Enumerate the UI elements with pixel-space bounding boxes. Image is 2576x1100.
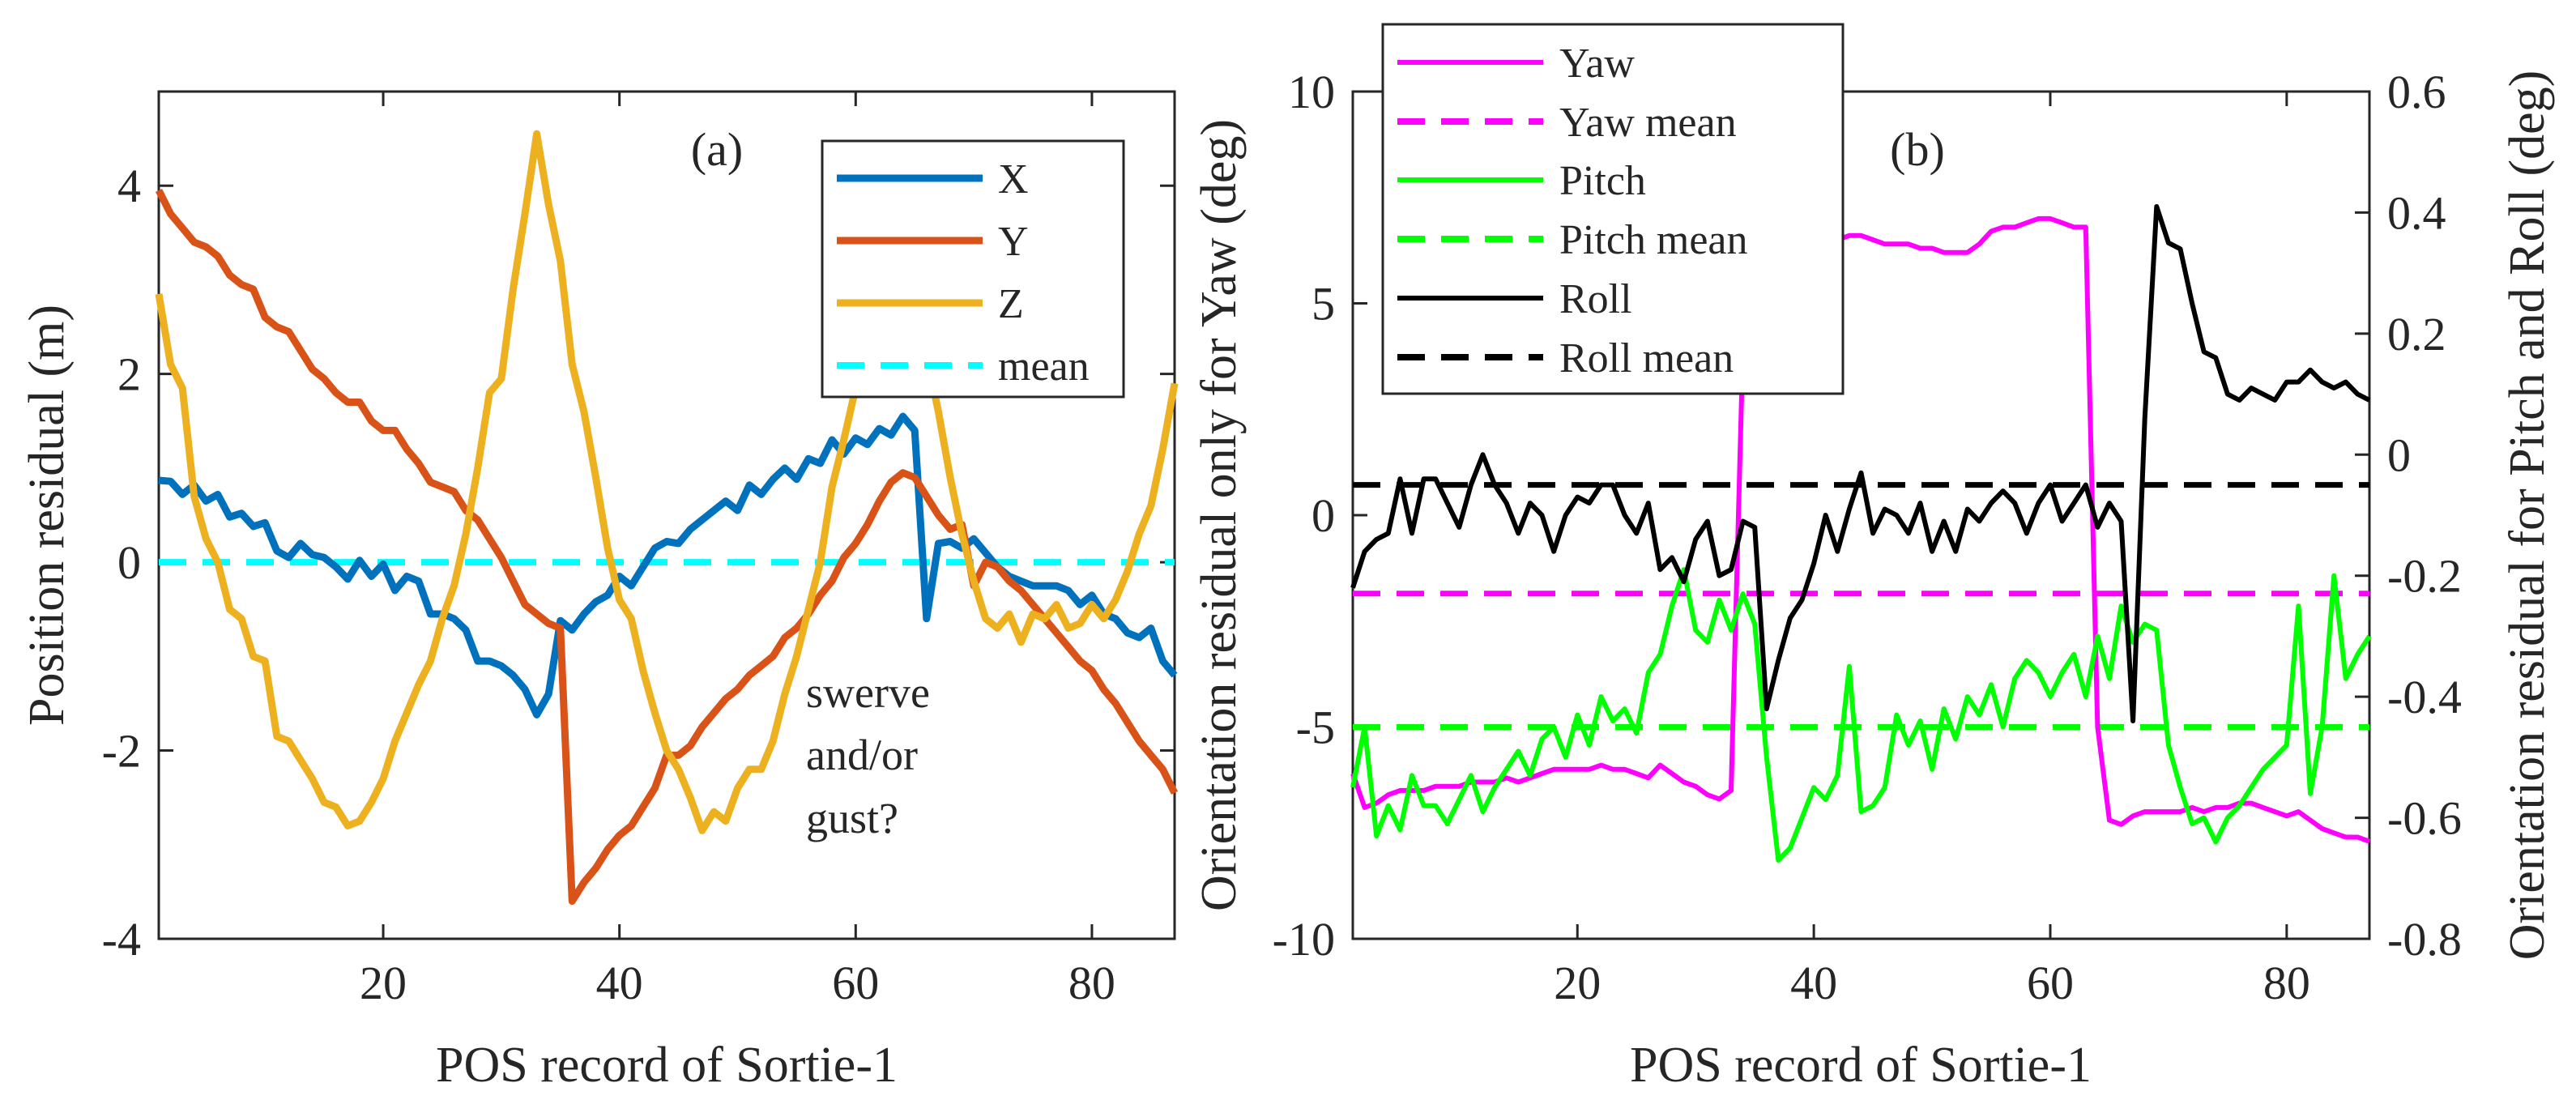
panel-b-right-y-tick-label: 0.2 (2387, 308, 2446, 360)
panel-b-right-y-tick-label: -0.4 (2387, 671, 2462, 723)
panel-a-y-tick-label: -2 (102, 725, 141, 778)
panel-a-x-tick-label: 40 (596, 957, 643, 1009)
panel-a-y-tick-label: 2 (117, 348, 141, 401)
panel-b-y-tick-label: 5 (1311, 278, 1335, 330)
panel-b-right-y-tick-label: -0.6 (2387, 792, 2462, 845)
panel-b-legend-label-roll: Roll (1559, 276, 1632, 322)
panel-b-x-tick-label: 40 (1790, 957, 1837, 1009)
panel-b-label: (b) (1890, 123, 1945, 176)
panel-b-x-tick-label: 20 (1554, 957, 1601, 1009)
panel-b-legend-box (1381, 23, 1845, 395)
panel-b-left-y-axis-label: Orientation residual only for Yaw (deg) (1192, 119, 1247, 911)
panel-a-label: (a) (691, 123, 743, 176)
panel-b-right-y-tick-label: -0.8 (2387, 913, 2462, 966)
panel-a-series-z (155, 130, 1179, 834)
panel-b-y-tick-label: 10 (1288, 66, 1335, 118)
panel-b-legend-label-yaw: Yaw (1559, 41, 1635, 87)
panel-b-orientation-residuals: 20 40 60 80 -10 -5 0 5 10 -0.8 -0.6 -0.4 -0.2 0 0.2 0.4… (1192, 23, 2555, 1093)
panel-b-x-tick-label: 60 (2027, 957, 2074, 1009)
panel-b-y-tick-label: -10 (1273, 913, 1335, 966)
panel-b-legend-label-pitch-mean: Pitch mean (1559, 217, 1748, 263)
panel-b-series (1350, 204, 2372, 863)
panel-b-y-tick-label: -5 (1296, 701, 1335, 754)
panel-a-x-tick-label: 80 (1068, 957, 1115, 1009)
panel-a-series (155, 130, 1179, 905)
panel-a-annotation-line-2: and/or (806, 731, 918, 779)
panel-b-series-yaw (1350, 215, 2371, 844)
panel-a-x-axis-label: POS record of Sortie-1 (436, 1038, 898, 1093)
panel-a-y-axis-label: Position residual (m) (19, 305, 75, 726)
panel-a-annotation-line-1: swerve (806, 668, 930, 717)
panel-a-legend-label-z: Z (998, 281, 1024, 327)
panel-b-y-tick-label: 0 (1311, 489, 1335, 542)
panel-a-y-tick-label: 4 (117, 160, 141, 212)
panel-b-legend: Yaw Yaw mean Pitch Pitch mean Roll Roll … (1381, 23, 1845, 395)
panel-b-right-y-tick-label: 0.6 (2387, 66, 2446, 118)
panel-a-annotation-line-3: gust? (806, 794, 898, 842)
panel-a-x-tick-label: 20 (360, 957, 407, 1009)
panel-a-x-tick-label: 60 (832, 957, 879, 1009)
panel-b-right-y-tick-label: 0 (2387, 428, 2411, 481)
panel-b-right-y-tick-label: 0.4 (2387, 186, 2446, 239)
panel-a-legend: X Y Z mean (821, 139, 1125, 399)
panel-b-legend-label-yaw-mean: Yaw mean (1559, 100, 1737, 146)
panel-a-legend-label-x: X (998, 156, 1029, 203)
panel-b-ticks: 20 40 60 80 -10 -5 0 5 10 -0.8 -0.6 -0.4 -0.2 0 0.2 0.4… (1273, 66, 2462, 1009)
panel-a-y-tick-label: -4 (102, 913, 141, 966)
panel-a-legend-box (821, 139, 1125, 399)
panel-b-series-pitch (1350, 567, 2372, 863)
panel-a-legend-label-mean: mean (998, 343, 1090, 390)
panel-a-y-tick-label: 0 (117, 536, 141, 589)
panel-b-x-axis-label: POS record of Sortie-1 (1630, 1038, 2092, 1093)
panel-b-legend-label-roll-mean: Roll mean (1559, 335, 1734, 382)
panel-b-x-tick-label: 80 (2263, 957, 2310, 1009)
panel-a-ticks: 20 40 60 80 -4 -2 0 2 4 (102, 92, 1175, 1009)
panel-b-right-y-axis-label: Orientation residual for Pitch and Roll … (2500, 70, 2555, 961)
panel-a-legend-label-y: Y (998, 219, 1029, 265)
panel-b-series-roll (1350, 204, 2371, 723)
panel-b-right-y-tick-label: -0.2 (2387, 550, 2462, 603)
panel-b-legend-label-pitch: Pitch (1559, 158, 1646, 204)
